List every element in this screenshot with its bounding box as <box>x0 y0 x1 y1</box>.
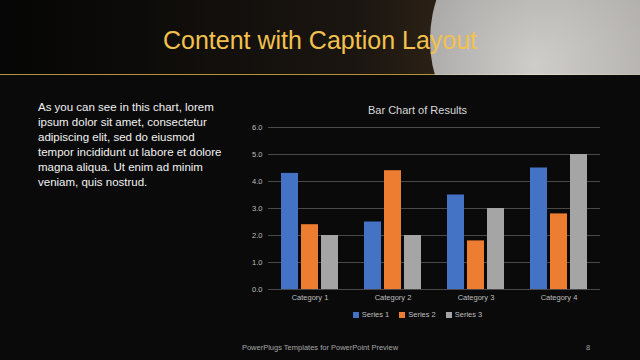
svg-text:Category 4: Category 4 <box>541 293 578 302</box>
svg-text:Category 2: Category 2 <box>375 293 412 302</box>
html-text:PowerPlugs Templates for Power: PowerPlugs Templates for PowerPoint Prev… <box>241 343 399 352</box>
svg-text:4.0: 4.0 <box>252 177 262 186</box>
svg-text:2.0: 2.0 <box>252 231 262 240</box>
html-text:Series 1: Series 1 <box>361 310 390 319</box>
svg-text:0.0: 0.0 <box>252 285 262 294</box>
html-text:Series 2: Series 2 <box>408 310 436 319</box>
html-text:Bar Chart of Results: Bar Chart of Results <box>368 104 467 116</box>
html-text:Content with Caption Layout: Content with Caption Layout <box>163 26 477 54</box>
svg-text:1.0: 1.0 <box>252 258 262 267</box>
svg-text:Category 3: Category 3 <box>458 293 495 302</box>
svg-text:6.0: 6.0 <box>252 123 262 132</box>
html-text:Series 3: Series 3 <box>454 310 483 319</box>
svg-text:3.0: 3.0 <box>252 204 262 213</box>
svg-text:Category 1: Category 1 <box>292 293 329 302</box>
svg-text:5.0: 5.0 <box>252 150 262 159</box>
html-text:As you can see in this chart,: As you can see in this chart, lorem ipsu… <box>38 101 222 188</box>
html-text:8: 8 <box>586 343 591 352</box>
